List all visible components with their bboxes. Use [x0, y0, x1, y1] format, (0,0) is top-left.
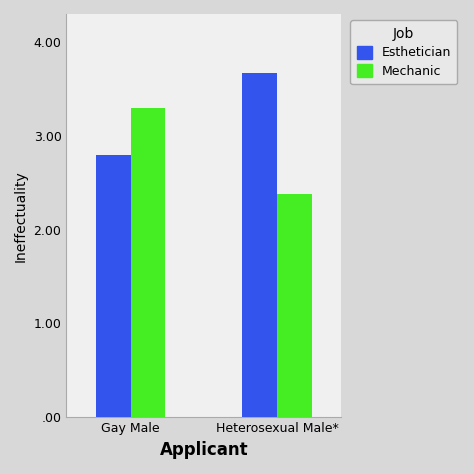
Y-axis label: Ineffectuality: Ineffectuality: [14, 170, 28, 262]
Bar: [277, 194, 312, 417]
Bar: [130, 108, 165, 417]
X-axis label: Applicant: Applicant: [160, 440, 248, 458]
Bar: [96, 155, 130, 417]
Bar: [242, 73, 277, 417]
Legend: Esthetician, Mechanic: Esthetician, Mechanic: [350, 20, 457, 84]
